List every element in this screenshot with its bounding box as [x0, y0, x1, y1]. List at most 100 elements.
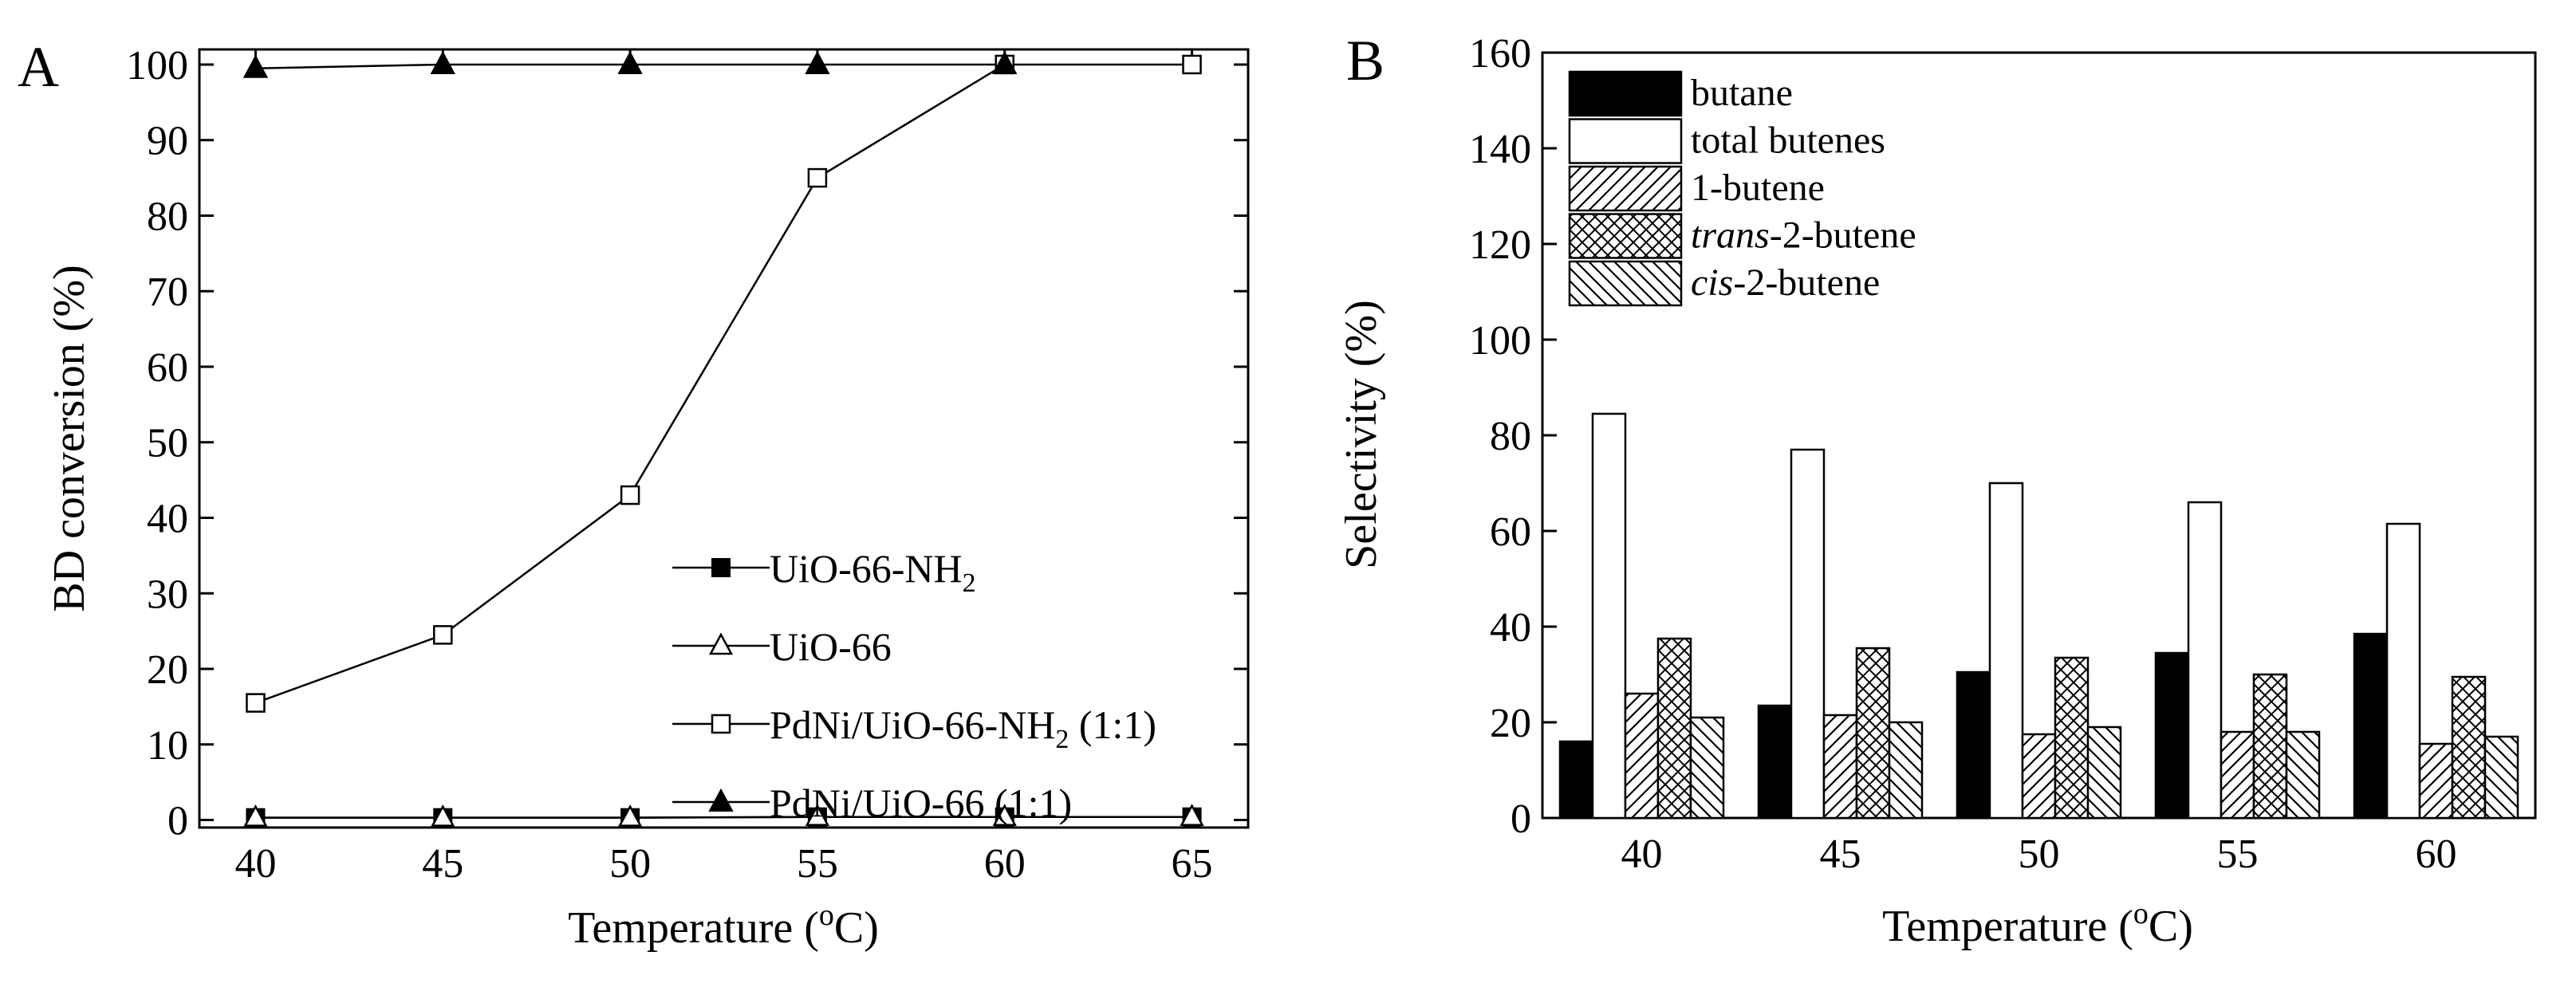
chart-b-bar	[1558, 740, 1594, 820]
chart-b-bar	[2086, 725, 2122, 820]
chart-a-point	[1182, 54, 1202, 75]
chart-a-point	[807, 167, 828, 188]
chart-b-ytick-label: 0	[1511, 796, 1531, 842]
chart-b-bar	[1591, 412, 1627, 820]
chart-b-bar	[2418, 742, 2454, 820]
chart-a-ytick-label: 30	[147, 572, 188, 617]
chart-b-legend-label: butane	[1691, 72, 1793, 114]
chart-b-bar	[1656, 637, 1692, 820]
chart-a-series-line	[255, 63, 1192, 704]
chart-b-ytick-label: 140	[1469, 127, 1531, 172]
chart-b-bar	[1855, 647, 1891, 820]
chart-b: 0 20 40 60 80 100 120 140 160 40 45 50 55 60 butane to…	[1337, 31, 2537, 951]
chart-b-bar	[1790, 448, 1826, 820]
chart-b-ytick-label: 120	[1469, 222, 1531, 268]
chart-b-xtick-label: 55	[2217, 832, 2259, 877]
chart-a: 40 45 50 55 60 65 0 10 20 30 40 50 60 70 80 90 100 UiO-6…	[45, 43, 1250, 953]
chart-a-ytick-label: 0	[167, 799, 188, 844]
chart-a-ytick-label: 10	[147, 723, 188, 769]
chart-a-point	[433, 625, 453, 645]
chart-b-bar	[2451, 675, 2487, 820]
chart-b-bar	[2021, 733, 2057, 820]
chart-a-point	[805, 50, 830, 74]
chart-b-bar	[1988, 482, 2024, 820]
chart-b-xtick-label: 50	[2019, 832, 2060, 877]
chart-a-xlabel: Temperature (oC)	[568, 898, 879, 953]
chart-b-ytick-label: 40	[1490, 605, 1531, 651]
chart-a-ytick-label: 50	[147, 421, 188, 466]
chart-b-xtick-label: 40	[1621, 832, 1663, 877]
chart-b-legend: butane total butenes 1-butene trans-2-buten…	[1568, 70, 1916, 307]
chart-a-point	[805, 804, 830, 826]
chart-a-legend-marker	[708, 632, 734, 655]
chart-b-legend-swatch	[1568, 213, 1683, 259]
chart-b-bar	[2483, 735, 2519, 820]
chart-b-ytick-label: 100	[1469, 318, 1531, 364]
chart-a-point	[431, 804, 455, 827]
chart-b-bar	[1956, 670, 1991, 820]
chart-a-series-line	[255, 816, 1192, 819]
chart-a-ytick-label: 90	[147, 119, 188, 164]
chart-b-bar	[2154, 651, 2190, 820]
chart-a-legend-label: UiO-66	[770, 624, 892, 669]
chart-b-bar	[1822, 714, 1858, 820]
chart-b-ytick-label: 20	[1490, 701, 1531, 746]
chart-a-point	[617, 50, 643, 74]
chart-a-point	[430, 50, 455, 74]
chart-b-bar	[1888, 721, 1924, 820]
chart-a-legend-label: PdNi/UiO-66 (1:1)	[770, 781, 1072, 825]
chart-a-xtick-label: 45	[422, 841, 463, 887]
chart-a-xtick-label: 50	[609, 841, 651, 887]
chart-a-xtick-label: 65	[1172, 841, 1213, 887]
chart-a-ytick-label: 40	[147, 496, 188, 541]
chart-a-ytick-label: 20	[147, 647, 188, 693]
chart-b-legend-swatch	[1568, 118, 1683, 164]
chart-b-xlabel: Temperature (oC)	[1882, 897, 2193, 951]
chart-b-legend-label: 1-butene	[1691, 167, 1825, 209]
chart-a-legend-marker	[711, 558, 731, 577]
chart-b-bar	[1689, 716, 1725, 820]
chart-b-bar	[2353, 632, 2389, 820]
chart-b-xtick-label: 60	[2416, 832, 2457, 877]
chart-b-legend-swatch	[1568, 165, 1683, 212]
chart-b-bar	[2385, 522, 2421, 820]
panel-b-letter: B	[1346, 29, 1385, 92]
chart-a-point	[620, 485, 640, 505]
chart-a-point	[617, 804, 643, 827]
chart-a-legend-marker	[708, 788, 734, 812]
chart-a-ytick-label: 60	[147, 345, 188, 391]
chart-b-xtick-label: 45	[1820, 832, 1861, 877]
chart-b-ytick-label: 160	[1469, 31, 1531, 77]
chart-a-frame	[198, 48, 1250, 829]
chart-a-point	[246, 693, 266, 713]
chart-b-legend-label: total butenes	[1691, 120, 1885, 162]
chart-a-xtick-label: 40	[234, 841, 276, 887]
chart-a-point	[243, 804, 268, 827]
chart-a-point	[992, 804, 1017, 826]
chart-b-ytick-label: 80	[1490, 414, 1531, 459]
chart-b-bar	[2187, 501, 2223, 820]
chart-a-ylabel: BD conversion (%)	[45, 265, 94, 611]
chart-b-legend-label: trans-2-butene	[1691, 214, 1916, 257]
chart-b-bar	[2285, 730, 2321, 820]
chart-b-bar	[2220, 730, 2255, 820]
chart-b-bar	[1757, 704, 1793, 820]
chart-a-legend: UiO-66-NH2 UiO-66 PdNi/UiO-66-NH2 (1:1) PdN…	[672, 546, 1156, 825]
chart-a-ytick-label: 100	[126, 43, 188, 88]
chart-b-ytick-label: 60	[1490, 509, 1531, 555]
chart-a-xtick-label: 60	[984, 841, 1026, 887]
chart-b-legend-swatch	[1568, 70, 1683, 117]
chart-b-bar	[1624, 692, 1660, 820]
chart-a-point	[1180, 804, 1204, 826]
chart-b-bar	[2252, 673, 2288, 820]
chart-a-ytick-label: 70	[147, 269, 188, 315]
chart-a-legend-label: UiO-66-NH2	[770, 546, 976, 598]
chart-a-xtick-label: 55	[797, 841, 838, 887]
chart-b-legend-swatch	[1568, 260, 1683, 307]
chart-b-ylabel: Selectivity (%)	[1337, 300, 1386, 568]
chart-a-legend-label: PdNi/UiO-66-NH2 (1:1)	[770, 702, 1156, 754]
chart-a-point	[242, 54, 269, 78]
chart-a-ytick-label: 80	[147, 194, 188, 239]
chart-b-bar	[2054, 656, 2090, 820]
